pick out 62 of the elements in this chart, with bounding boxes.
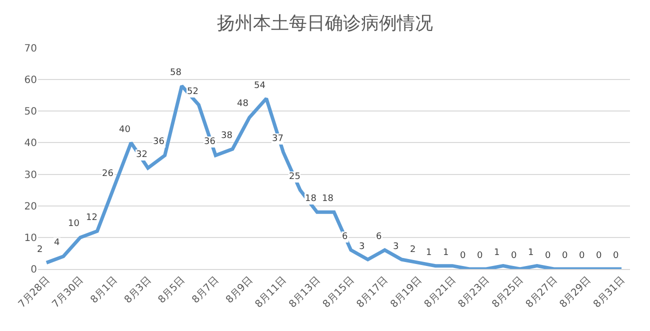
- data-label: 3: [393, 242, 399, 252]
- y-tick-label: 70: [24, 44, 37, 54]
- data-label: 40: [119, 125, 131, 135]
- x-tick-label: 8月31日: [592, 274, 628, 310]
- y-tick-label: 0: [30, 264, 37, 276]
- data-label: 38: [221, 131, 233, 141]
- data-label: 36: [153, 137, 165, 147]
- data-label: 0: [562, 251, 568, 261]
- x-tick-label: 8月19日: [388, 274, 424, 310]
- x-tick-label: 8月5日: [156, 274, 188, 306]
- data-label: 12: [86, 213, 98, 223]
- y-tick-label: 20: [24, 201, 37, 212]
- x-tick-label: 7月28日: [16, 274, 52, 310]
- data-label: 0: [460, 251, 466, 261]
- data-label: 25: [289, 172, 300, 182]
- data-label: 18: [322, 194, 334, 204]
- y-tick-label: 60: [24, 75, 37, 86]
- x-tick-label: 7月30日: [50, 274, 86, 310]
- data-label: 0: [511, 251, 517, 261]
- data-label: 10: [68, 219, 80, 229]
- x-tick-label: 8月21日: [422, 274, 458, 310]
- x-tick-label: 8月13日: [287, 274, 323, 310]
- data-label: 6: [342, 232, 348, 242]
- data-label: 3: [359, 242, 365, 252]
- y-tick-label: 30: [24, 170, 37, 181]
- data-label: 2: [410, 245, 416, 255]
- x-tick-label: 8月11日: [253, 274, 289, 310]
- data-label: 32: [136, 150, 148, 160]
- data-label: 36: [204, 137, 216, 147]
- data-label: 52: [187, 87, 198, 97]
- x-tick-label: 8月17日: [354, 274, 390, 310]
- data-label: 0: [579, 251, 585, 261]
- data-label: 26: [102, 169, 114, 179]
- data-label: 0: [477, 251, 483, 261]
- y-tick-label: 40: [24, 138, 37, 150]
- data-label: 37: [272, 134, 284, 144]
- x-tick-label: 8月7日: [190, 274, 222, 306]
- x-tick-label: 8月23日: [456, 274, 492, 310]
- data-label: 6: [376, 232, 382, 242]
- data-label: 0: [596, 251, 602, 261]
- x-tick-label: 8月1日: [88, 274, 120, 306]
- x-tick-label: 8月15日: [321, 274, 357, 310]
- data-label: 2: [37, 245, 43, 255]
- y-tick-label: 50: [24, 106, 37, 118]
- chart-title: 扬州本土每日确诊病例情况: [217, 13, 433, 34]
- x-tick-label: 8月29日: [558, 274, 594, 310]
- x-tick-label: 8月25日: [490, 274, 526, 310]
- data-label: 0: [613, 251, 619, 261]
- x-tick-label: 8月27日: [524, 274, 560, 310]
- data-label: 1: [426, 248, 432, 258]
- y-tick-label: 10: [24, 232, 37, 244]
- data-label: 1: [443, 248, 449, 258]
- x-tick-label: 8月3日: [122, 274, 154, 306]
- x-tick-label: 8月9日: [224, 274, 256, 306]
- data-label: 18: [305, 194, 317, 204]
- data-label: 54: [254, 81, 266, 91]
- data-label: 1: [528, 248, 534, 258]
- data-label: 48: [237, 99, 249, 109]
- data-label: 0: [545, 251, 551, 261]
- data-label: 58: [170, 68, 182, 78]
- data-label: 1: [494, 248, 500, 258]
- data-label: 4: [54, 238, 60, 248]
